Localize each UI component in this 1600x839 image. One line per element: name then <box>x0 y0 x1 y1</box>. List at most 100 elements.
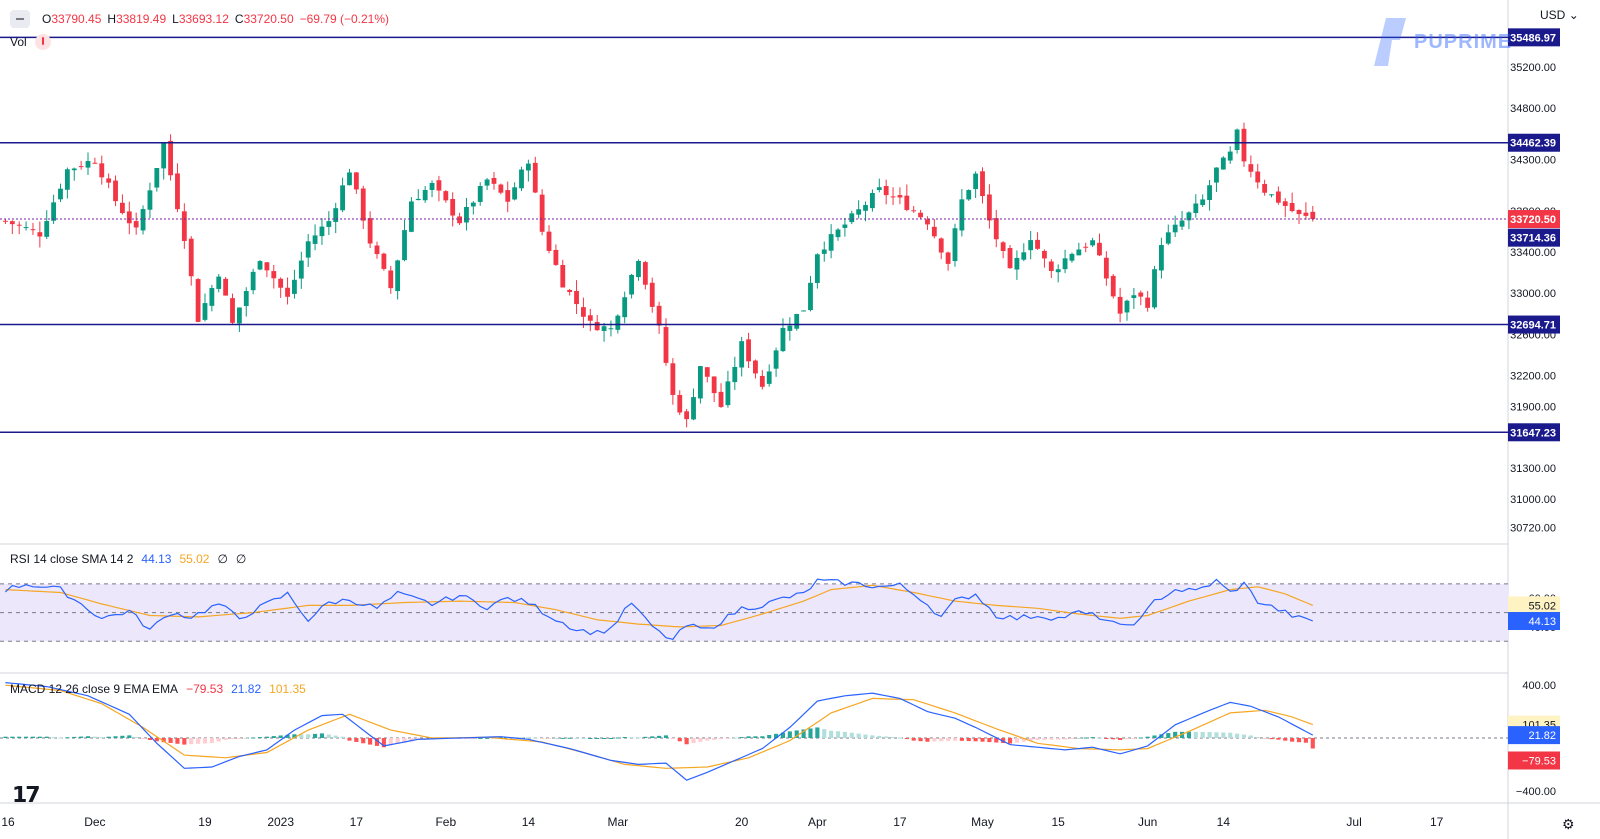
current-price-tag <box>1508 210 1560 229</box>
candle-body <box>78 166 84 168</box>
time-axis-label: 17 <box>893 815 907 829</box>
candle-body <box>243 291 249 307</box>
candle-body <box>780 327 786 352</box>
tradingview-logo[interactable]: 𝟭𝟳 <box>12 782 41 807</box>
low-value: 33693.12 <box>178 12 229 26</box>
candle-body <box>30 229 36 231</box>
candle-body <box>883 185 889 196</box>
rsi-legend[interactable]: RSI 14 close SMA 14 2 44.13 55.02 ∅ ∅ <box>10 552 246 566</box>
candle-body <box>581 307 586 317</box>
candle-body <box>766 371 772 384</box>
candle-body <box>415 198 421 201</box>
candle-body <box>271 271 277 279</box>
macd-value-tag-label: 21.82 <box>1528 730 1556 742</box>
price-level-tag <box>1508 315 1560 334</box>
currency-selector[interactable]: USD ⌄ <box>1540 8 1579 22</box>
macd-histogram-bar <box>1193 731 1198 738</box>
macd-histogram-bar <box>498 737 503 739</box>
macd-histogram-bar <box>849 732 854 738</box>
time-axis-label: 20 <box>735 815 749 829</box>
time-axis-label: Dec <box>84 815 105 829</box>
candle-body <box>1138 292 1144 297</box>
macd-histogram-bar <box>354 738 359 742</box>
macd-histogram-bar <box>567 737 572 739</box>
macd-histogram-bar <box>691 738 696 744</box>
macd-histogram-bar <box>904 738 909 740</box>
candle-body <box>202 303 208 320</box>
macd-histogram-bar <box>588 738 593 739</box>
candle-body <box>85 161 91 168</box>
macd-histogram-bar <box>251 737 256 739</box>
candle-body <box>1055 269 1061 273</box>
macd-histogram-bar <box>794 730 799 738</box>
candle-body <box>360 188 366 221</box>
candle-body <box>739 341 745 368</box>
macd-histogram-bar <box>347 738 352 741</box>
candle-body <box>986 194 992 221</box>
rsi-value: 44.13 <box>141 552 172 566</box>
candle-body <box>1172 224 1178 233</box>
macd-histogram-bar <box>51 737 56 739</box>
candle-body <box>120 202 125 214</box>
candle-body <box>704 367 710 377</box>
volume-legend[interactable]: Vol <box>10 34 51 50</box>
candle-body <box>1042 250 1047 259</box>
candle-body <box>849 213 855 223</box>
candle-body <box>113 180 118 202</box>
candle-body <box>292 279 297 294</box>
macd-histogram-bar <box>636 737 641 739</box>
macd-histogram-bar <box>533 737 538 739</box>
macd-histogram-bar <box>333 735 338 738</box>
macd-value-tag <box>1508 751 1560 770</box>
candle-body <box>835 229 841 238</box>
candle-body <box>1200 199 1206 206</box>
macd-histogram-bar <box>299 734 304 738</box>
candle-body <box>443 191 449 201</box>
macd-histogram-bar <box>1248 735 1253 738</box>
candle-body <box>945 252 951 264</box>
candle-body <box>181 211 187 241</box>
candle-body <box>870 192 875 209</box>
candle-body <box>677 394 683 413</box>
time-axis-label: 17 <box>1430 815 1444 829</box>
price-tick-label: 35200.00 <box>1510 62 1556 74</box>
candle-body <box>1076 249 1082 256</box>
macd-histogram-bar <box>409 738 414 742</box>
macd-histogram-bar <box>540 738 545 739</box>
macd-histogram-bar <box>1283 738 1288 741</box>
macd-value-tag <box>1508 726 1560 745</box>
candle-body <box>305 241 311 258</box>
rsi-value-tag-label: 55.02 <box>1528 600 1556 612</box>
candle-body <box>147 190 153 210</box>
candle-body <box>532 162 538 193</box>
candle-body <box>1310 211 1316 220</box>
visibility-icon[interactable] <box>34 34 51 50</box>
menu-icon[interactable] <box>10 10 30 28</box>
gear-icon[interactable]: ⚙ <box>1562 816 1575 832</box>
macd-legend[interactable]: MACD 12 26 close 9 EMA EMA −79.53 21.82 … <box>10 682 306 696</box>
candle-body <box>1220 157 1226 170</box>
candle-body <box>697 366 703 399</box>
candle-body <box>230 298 235 323</box>
macd-histogram-bar <box>1001 738 1006 743</box>
macd-histogram-bar <box>319 733 325 738</box>
macd-histogram-bar <box>1152 735 1157 738</box>
macd-histogram-bar <box>835 731 841 738</box>
macd-histogram-bar <box>959 738 964 741</box>
chevron-down-icon: ⌄ <box>1568 8 1579 22</box>
logo-text: PUPRIME <box>1414 30 1513 53</box>
candle-body <box>925 219 930 225</box>
macd-histogram-bar <box>966 738 971 742</box>
candle-body <box>725 381 731 406</box>
candle-body <box>464 206 469 223</box>
macd-histogram-bar <box>202 738 208 744</box>
candle-body <box>3 220 8 222</box>
candle-body <box>1165 232 1171 244</box>
macd-histogram-bar <box>154 738 159 742</box>
candle-body <box>154 168 160 188</box>
candle-body <box>1193 203 1199 213</box>
macd-hist-value: −79.53 <box>186 682 224 696</box>
macd-histogram-bar <box>1303 738 1308 743</box>
candle-body <box>498 184 504 193</box>
